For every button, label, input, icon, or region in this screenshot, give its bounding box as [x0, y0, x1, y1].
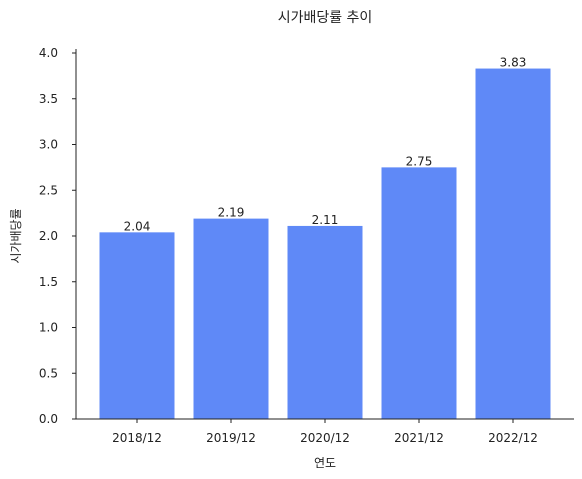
x-axis-label: 연도 — [314, 456, 336, 470]
x-ticks-group: 2018/12 2019/12 2020/12 2021/12 2022/12 — [112, 419, 538, 445]
bar — [99, 232, 175, 419]
bar-value-label: 2.19 — [218, 206, 245, 220]
x-tick-label: 2018/12 — [112, 431, 162, 445]
bar — [193, 218, 269, 419]
y-tick-label: 1.5 — [39, 275, 58, 289]
y-tick-label: 1.0 — [39, 321, 58, 335]
x-tick-label: 2019/12 — [206, 431, 256, 445]
x-tick-label: 2022/12 — [488, 431, 538, 445]
x-tick-label: 2020/12 — [300, 431, 350, 445]
y-tick-label: 4.0 — [39, 46, 58, 60]
bar-value-label: 2.75 — [406, 154, 433, 168]
bars-group — [99, 68, 551, 420]
y-tick-label: 0.0 — [39, 412, 58, 426]
y-ticks-group: 0.0 0.5 1.0 1.5 2.0 2.5 3.0 3.5 4.0 — [39, 46, 76, 426]
bar — [287, 225, 363, 419]
y-tick-label: 3.5 — [39, 92, 58, 106]
bar — [475, 68, 551, 420]
data-labels-group: 2.04 2.19 2.11 2.75 3.83 — [124, 56, 527, 234]
bar-value-label: 2.04 — [124, 219, 151, 233]
chart-title: 시가배당률 추이 — [278, 10, 373, 26]
y-axis-label: 시가배당률 — [9, 208, 23, 263]
y-tick-label: 2.0 — [39, 229, 58, 243]
y-tick-label: 2.5 — [39, 183, 58, 197]
x-tick-label: 2021/12 — [394, 431, 444, 445]
bar-value-label: 3.83 — [500, 56, 527, 70]
bar — [381, 167, 457, 419]
y-tick-label: 3.0 — [39, 138, 58, 152]
bar-value-label: 2.11 — [312, 213, 339, 227]
y-tick-label: 0.5 — [39, 366, 58, 380]
